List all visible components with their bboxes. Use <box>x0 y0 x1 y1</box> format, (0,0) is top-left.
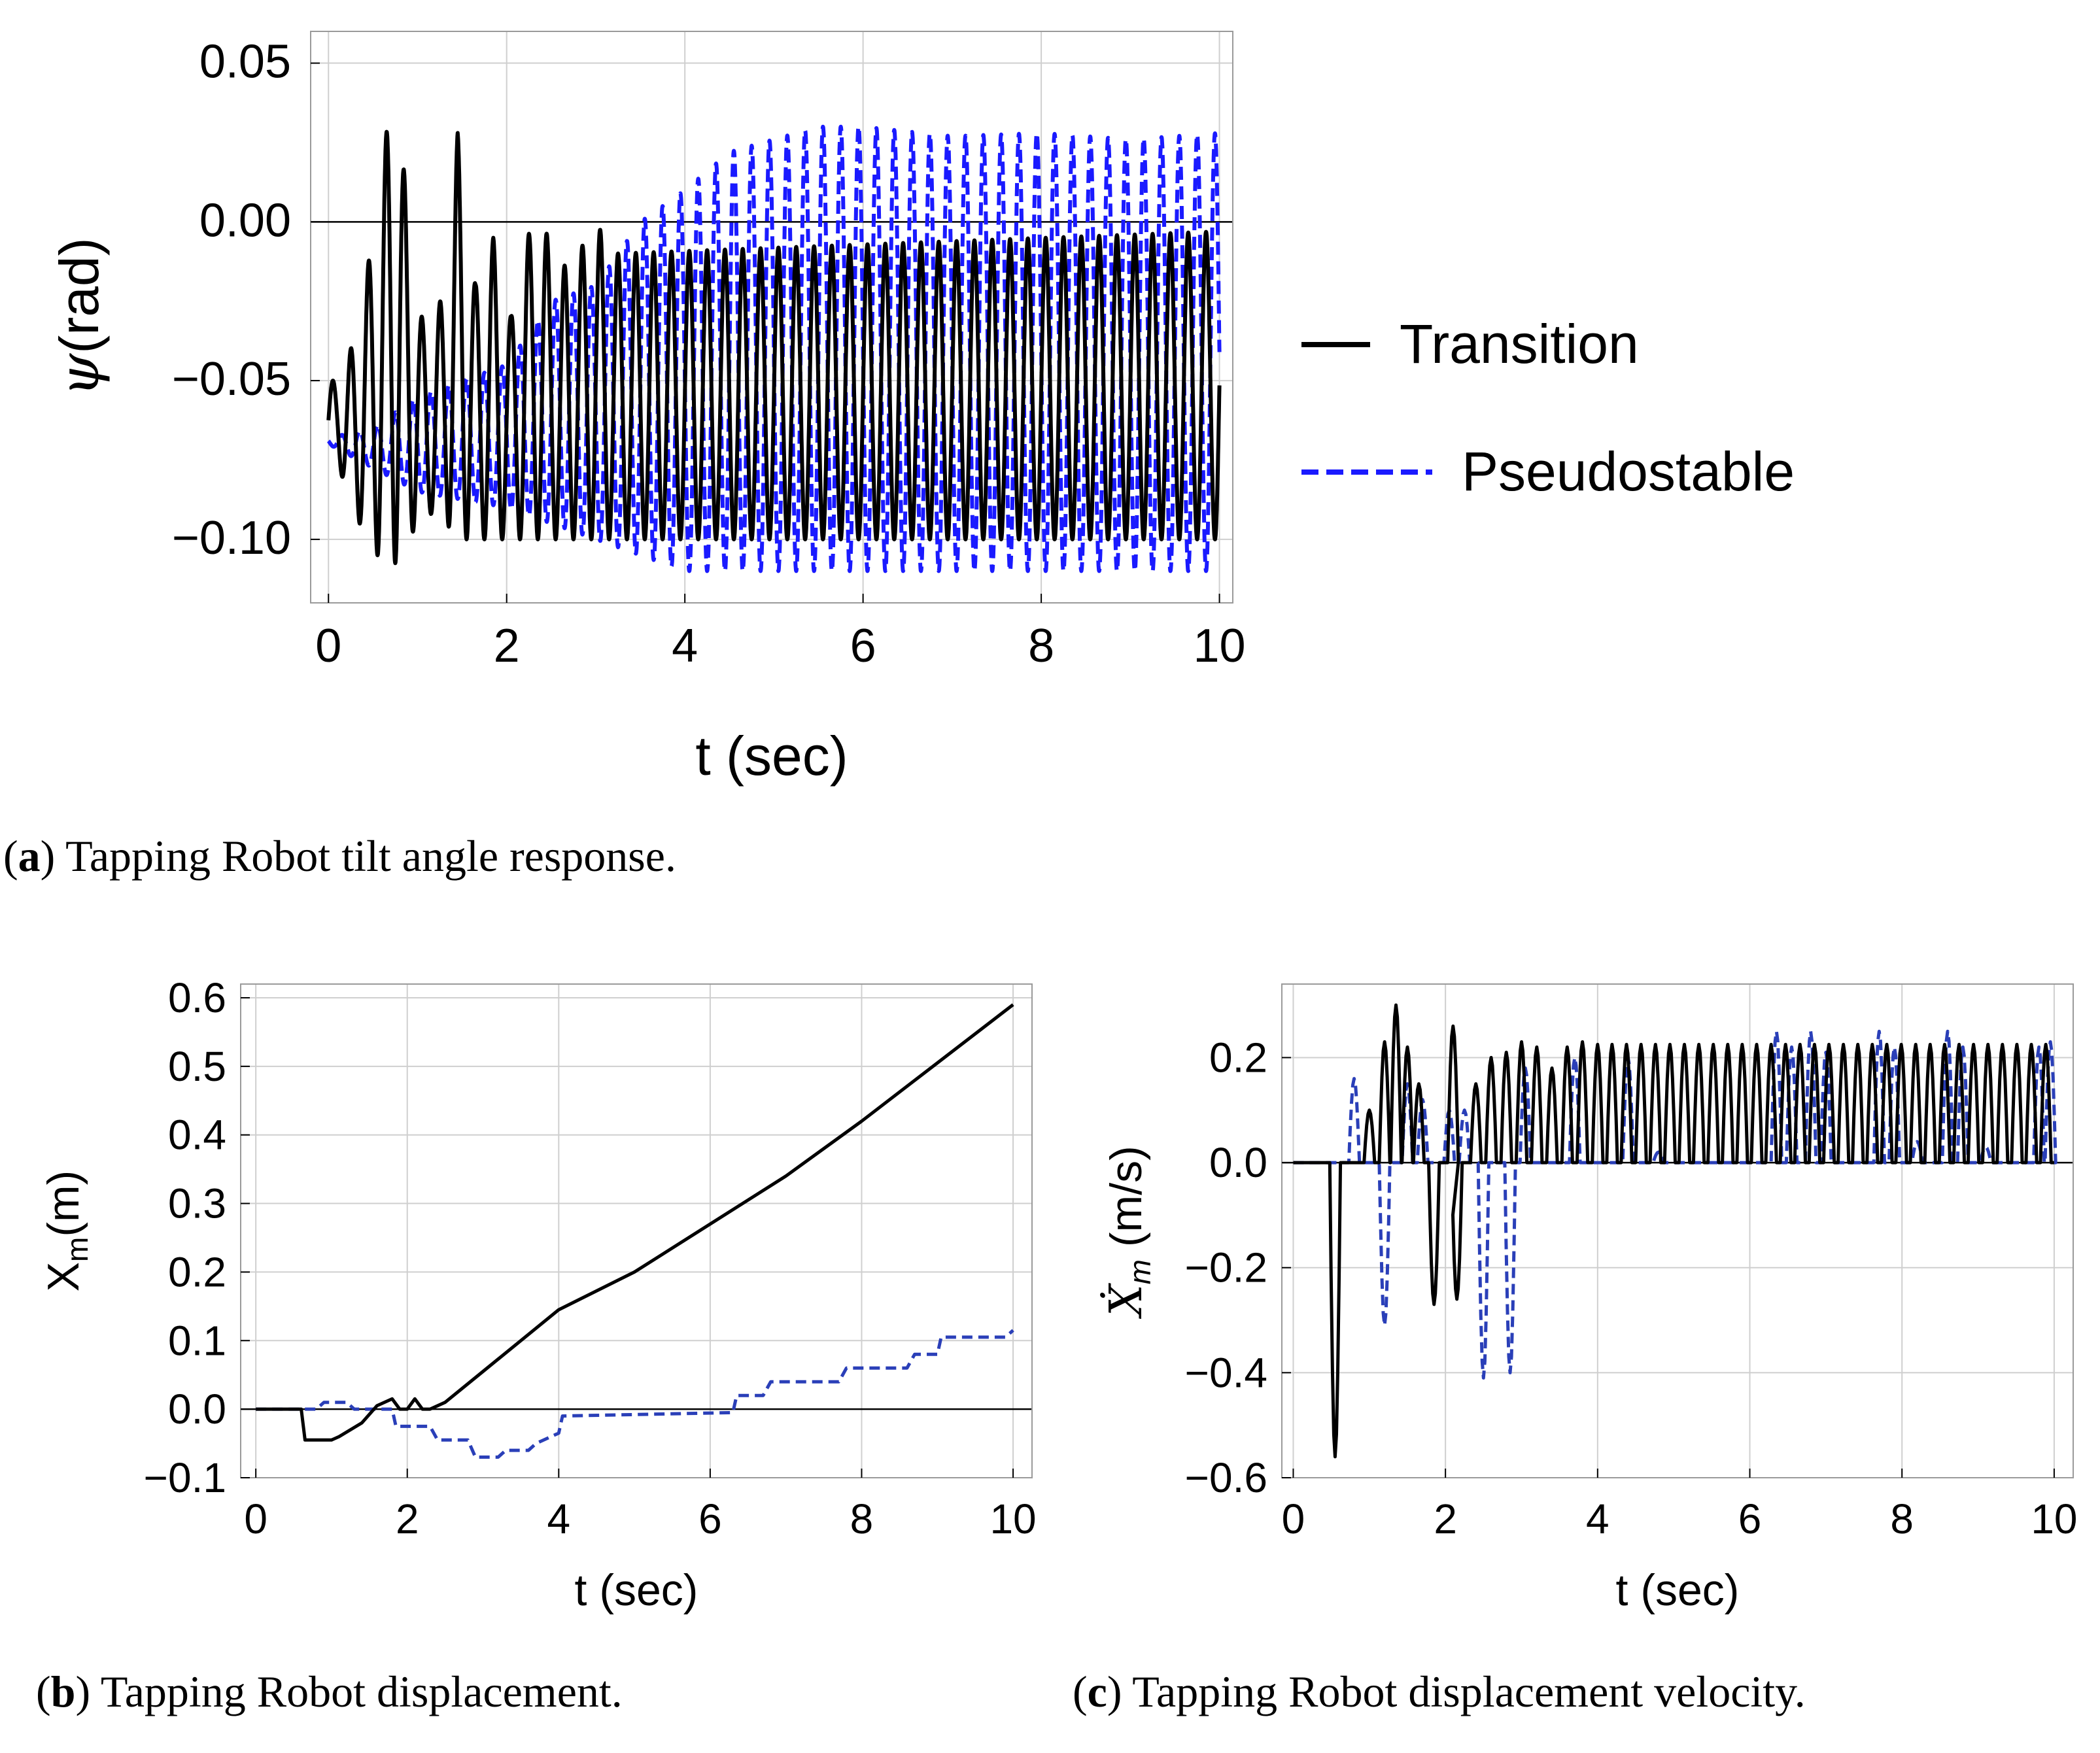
x-axis-label: t (sec) <box>695 725 848 787</box>
y-tick-label: −0.2 <box>1185 1244 1267 1291</box>
y-axis-label: Xm(m) <box>39 1170 94 1292</box>
y-tick-label: 0.4 <box>168 1112 226 1159</box>
x-tick-label: 8 <box>1890 1495 1914 1542</box>
x-tick-label: 0 <box>244 1495 267 1542</box>
series-line-transition <box>256 1003 1014 1442</box>
caption-b-letter: b <box>51 1667 76 1716</box>
series-line-transition <box>326 129 1222 566</box>
y-tick-label: 0.00 <box>199 194 291 247</box>
caption-a-letter: a <box>18 831 41 881</box>
caption-b: (b) Tapping Robot displacement. <box>36 1667 623 1716</box>
legend: Transition Pseudostable <box>1301 313 1795 502</box>
x-tick-label: 2 <box>396 1495 419 1542</box>
chart-panel-b: 0 2 4 6 8 10 0.6 0.5 0.4 0.3 0.2 0.1 0.0 −0.1 t (sec) X… <box>39 974 1037 1615</box>
plot-frame <box>240 983 1033 1478</box>
chart-panel-c: 0 2 4 6 8 10 0.2 0.0 −0.2 −0.4 −0.6 t (sec) Ẋm (m/s) <box>1101 983 2078 1615</box>
x-axis-label: t (sec) <box>575 1565 698 1615</box>
plot-frame <box>1281 983 2074 1478</box>
y-tick-label: 0.1 <box>168 1317 226 1364</box>
series-line-pseudostable <box>1293 1029 2057 1380</box>
legend-label-transition: Transition <box>1400 313 1639 375</box>
y-tick-label: 0.05 <box>199 36 291 88</box>
x-tick-label: 2 <box>494 620 520 672</box>
y-tick-label: −0.05 <box>172 353 291 405</box>
y-tick-label: 0.2 <box>168 1248 226 1295</box>
y-tick-label: −0.6 <box>1185 1454 1267 1501</box>
y-tick-label: 0.2 <box>1209 1034 1267 1081</box>
x-axis-label: t (sec) <box>1616 1565 1740 1615</box>
caption-c-text: Tapping Robot displacement velocity. <box>1132 1667 1806 1716</box>
x-tick-label: 6 <box>1738 1495 1762 1542</box>
x-tick-label: 10 <box>1194 620 1246 672</box>
y-tick-label: 0.5 <box>168 1043 226 1090</box>
x-tick-label: 0 <box>1282 1495 1305 1542</box>
x-tick-label: 4 <box>547 1495 571 1542</box>
y-tick-label: 0.3 <box>168 1180 226 1227</box>
x-tick-label: 4 <box>1586 1495 1609 1542</box>
legend-label-pseudostable: Pseudostable <box>1462 441 1795 502</box>
series-line-transition <box>1293 1003 2054 1459</box>
y-axis-label: ψ(rad) <box>47 237 111 396</box>
x-tick-label: 4 <box>672 620 698 672</box>
caption-a: (a) Tapping Robot tilt angle response. <box>3 831 676 881</box>
series-line-pseudostable <box>256 1329 1014 1459</box>
x-tick-label: 0 <box>315 620 341 672</box>
y-tick-label: −0.1 <box>144 1454 226 1501</box>
y-tick-label: −0.10 <box>172 512 291 564</box>
x-tick-label: 2 <box>1434 1495 1457 1542</box>
caption-b-text: Tapping Robot displacement. <box>101 1667 623 1716</box>
x-tick-label: 6 <box>698 1495 722 1542</box>
y-axis-label: Ẋm (m/s) <box>1101 1146 1157 1319</box>
x-tick-label: 8 <box>1028 620 1054 672</box>
caption-a-text: Tapping Robot tilt angle response. <box>65 831 676 881</box>
y-tick-label: 0.0 <box>168 1386 226 1433</box>
y-tick-label: 0.0 <box>1209 1139 1267 1186</box>
x-tick-label: 8 <box>850 1495 874 1542</box>
caption-c-letter: c <box>1088 1667 1107 1716</box>
x-tick-label: 10 <box>990 1495 1036 1542</box>
caption-c: (c) Tapping Robot displacement velocity. <box>1073 1667 1806 1716</box>
plot-frame <box>310 31 1233 604</box>
y-tick-label: −0.4 <box>1185 1349 1267 1396</box>
y-tick-label: 0.6 <box>168 974 226 1021</box>
chart-panel-a: 0 2 4 6 8 10 0.05 0.00 −0.05 −0.10 t (sec) ψ(rad) <box>47 31 1246 787</box>
x-tick-label: 10 <box>2031 1495 2077 1542</box>
x-tick-label: 6 <box>850 620 876 672</box>
